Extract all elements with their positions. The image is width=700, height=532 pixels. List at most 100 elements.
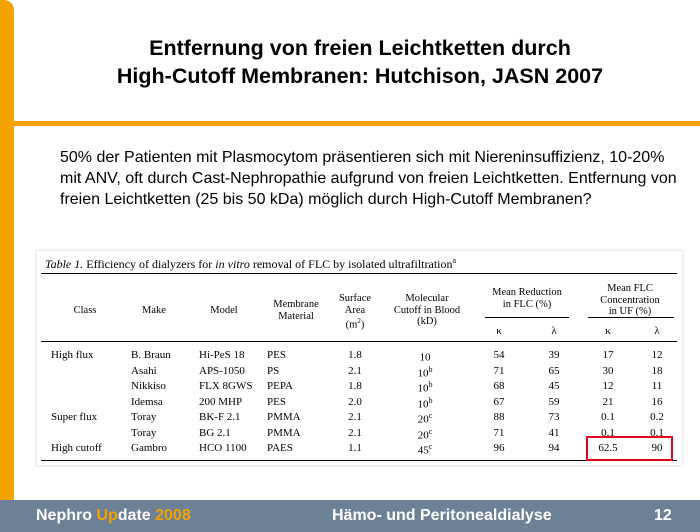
- cell-red-k: 88: [493, 411, 505, 423]
- cell-conc-k: 0.1: [601, 411, 615, 423]
- cell-material: PMMA: [267, 426, 301, 439]
- cell-conc-l: 0.2: [650, 411, 664, 423]
- cell-area: 2.1: [348, 426, 362, 439]
- cell-conc-k: 30: [602, 364, 614, 377]
- table-header-rule: [41, 341, 677, 342]
- cell-area: 1.1: [348, 442, 362, 454]
- slide-title: Entfernung von freien Leichtketten durch…: [20, 34, 700, 90]
- table-caption-footnote: a: [452, 256, 457, 265]
- cell-red-k: 68: [493, 380, 505, 392]
- cell-red-l: 73: [548, 411, 560, 423]
- cell-material: PES: [267, 395, 286, 408]
- cell-area: 1.8: [348, 349, 362, 361]
- table-caption-text-a: Efficiency of dialyzers for: [83, 257, 216, 271]
- cell-red-l: 59: [548, 395, 560, 408]
- cell-red-l: 45: [548, 380, 560, 392]
- footer-section-title: Hämo- und Peritonealdialyse: [332, 507, 552, 524]
- cell-conc-k: 62.5: [598, 442, 618, 454]
- table-caption-prefix: Table 1.: [45, 257, 84, 271]
- header-class: Class: [73, 305, 97, 316]
- cell-conc-l: 0.1: [650, 426, 664, 439]
- header-conc-lambda: λ: [654, 325, 660, 337]
- cell-model: Hi-PeS 18: [199, 349, 245, 361]
- table-caption: Table 1. Efficiency of dialyzers for in …: [45, 256, 456, 272]
- header-mean-flc-conc: Mean FLC Concentration in UF (%): [600, 283, 660, 317]
- cell-conc-l: 90: [651, 442, 663, 454]
- header-mean-reduction: Mean Reduction in FLC (%): [492, 287, 562, 310]
- header-surface-area: Surface Area (m2): [338, 293, 372, 331]
- cell-cutoff: 10b: [417, 380, 433, 395]
- cell-cls: High cutoff: [51, 442, 102, 454]
- cell-area: 1.8: [348, 380, 362, 392]
- slide-body-text: 50% der Patienten mit Plasmocytom präsen…: [60, 149, 677, 208]
- left-accent-bar: [0, 0, 14, 532]
- table-bottom-rule: [41, 460, 677, 461]
- cell-material: PES: [267, 349, 286, 361]
- cell-conc-k: 17: [602, 349, 614, 361]
- header-reduction-rule: [485, 317, 569, 318]
- footer-page-number: 12: [654, 507, 672, 524]
- cell-red-l: 65: [548, 364, 560, 377]
- slide-title-line-1: Entfernung von freien Leichtketten durch: [149, 36, 571, 60]
- cell-make: Asahi: [131, 364, 157, 377]
- footer-bar: Nephro Update 2008 Hämo- und Peritoneald…: [0, 500, 700, 532]
- cell-red-l: 39: [548, 349, 560, 361]
- cell-cls: High flux: [51, 349, 94, 361]
- cell-conc-k: 12: [602, 380, 614, 392]
- header-conc-kappa: κ: [605, 325, 611, 337]
- cell-red-l: 94: [548, 442, 560, 454]
- table-caption-text-b: removal of FLC by isolated ultrafiltrati…: [249, 257, 453, 271]
- header-reduction-lambda: λ: [551, 325, 557, 337]
- cell-model: BK-F 2.1: [199, 411, 241, 423]
- header-reduction-kappa: κ: [496, 325, 502, 337]
- cell-material: PS: [267, 364, 280, 377]
- cell-material: PMMA: [267, 411, 301, 423]
- title-divider: [14, 121, 700, 126]
- cell-model: HCO 1100: [199, 442, 247, 454]
- cell-material: PAES: [267, 442, 293, 454]
- footer-brand: Nephro Update 2008: [36, 507, 191, 524]
- cell-area: 2.1: [348, 364, 362, 377]
- table-caption-italic: in vitro: [215, 257, 250, 271]
- cell-make: Toray: [131, 426, 157, 439]
- highlight-box-high-cutoff: [586, 436, 673, 461]
- cell-area: 2.0: [348, 395, 362, 408]
- cell-conc-l: 16: [651, 395, 663, 408]
- cell-cutoff: 45c: [417, 442, 433, 457]
- cell-conc-k: 0.1: [601, 426, 615, 439]
- slide-title-line-2: High-Cutoff Membranen: Hutchison, JASN 2…: [116, 64, 604, 88]
- cell-cutoff: 10b: [417, 395, 433, 411]
- table-figure: Table 1. Efficiency of dialyzers for in …: [36, 250, 683, 466]
- cell-material: PEPA: [267, 380, 293, 392]
- cell-model: APS-1050: [199, 364, 245, 377]
- cell-conc-l: 11: [651, 380, 663, 392]
- header-model: Model: [210, 305, 238, 316]
- header-molecular-cutoff: Molecular Cutoff in Blood (kD): [393, 293, 461, 327]
- cell-model: BG 2.1: [199, 426, 231, 439]
- table-top-rule: [41, 273, 677, 274]
- header-conc-rule: [588, 317, 674, 318]
- cell-conc-l: 12: [651, 349, 663, 361]
- cell-red-l: 41: [548, 426, 560, 439]
- header-make: Make: [142, 305, 166, 316]
- cell-make: Toray: [131, 411, 157, 423]
- cell-red-k: 71: [493, 364, 505, 377]
- cell-cutoff: 20c: [417, 411, 433, 426]
- cell-model: FLX 8GWS: [199, 380, 253, 392]
- cell-make: B. Braun: [131, 349, 171, 361]
- cell-cutoff: 10: [419, 351, 431, 364]
- cell-cutoff: 10b: [417, 364, 433, 380]
- cell-cls: Super flux: [51, 411, 98, 423]
- cell-conc-k: 21: [602, 395, 614, 408]
- cell-red-k: 71: [493, 426, 505, 439]
- cell-make: Gambro: [131, 442, 168, 454]
- cell-red-k: 96: [493, 442, 505, 454]
- cell-area: 2.1: [348, 411, 362, 423]
- cell-make: Nikkiso: [131, 380, 166, 392]
- cell-red-k: 54: [493, 349, 505, 361]
- header-membrane: Membrane Material: [273, 299, 319, 322]
- cell-make: Idemsa: [131, 395, 163, 408]
- cell-conc-l: 18: [651, 364, 663, 377]
- cell-red-k: 67: [493, 395, 505, 408]
- cell-model: 200 MHP: [199, 395, 243, 408]
